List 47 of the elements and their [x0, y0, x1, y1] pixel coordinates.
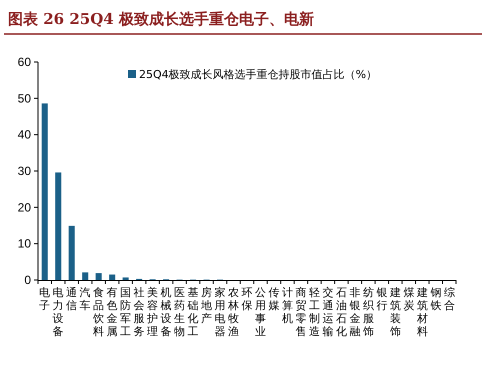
y-tick-label: 60 [18, 55, 32, 69]
x-tick-label: 国防军工 [120, 286, 132, 338]
y-tick-label: 40 [18, 128, 32, 142]
x-tick-label: 石油石化 [336, 286, 347, 338]
x-tick-label: 综合 [444, 286, 455, 312]
x-tick-label: 交通运输 [322, 286, 334, 338]
x-tick-label: 电力设备 [52, 286, 64, 338]
bar [109, 274, 116, 280]
x-tick-label: 汽车 [80, 286, 91, 312]
x-tick-label: 计算机 [282, 286, 293, 325]
x-tick-label: 建筑材料 [416, 286, 428, 338]
x-tick-label: 纺织服饰 [362, 286, 374, 338]
x-tick-label: 医药生物 [174, 286, 186, 338]
x-tick-label: 轻工制造 [308, 286, 320, 338]
x-tick-label: 美容护理 [146, 286, 158, 338]
x-tick-label: 电子 [39, 286, 50, 312]
y-tick-label: 30 [18, 164, 32, 178]
x-tick-label: 钢铁 [429, 286, 442, 312]
bar [82, 272, 88, 280]
x-tick-label: 非银金融 [348, 286, 360, 338]
x-tick-label: 食品饮料 [92, 286, 104, 338]
x-tick-label: 银行 [375, 286, 388, 312]
y-tick-label: 10 [18, 236, 32, 251]
x-tick-label: 房地产 [200, 286, 212, 325]
x-tick-label: 基础化工 [186, 286, 199, 338]
legend-label: 25Q4极致成长风格选手重仓持股市值占比（%） [139, 68, 378, 81]
x-tick-label: 机械设备 [160, 286, 172, 338]
y-tick-label: 20 [18, 200, 32, 214]
x-tick-label: 商贸零售 [295, 286, 306, 338]
bar [55, 172, 62, 280]
x-tick-label: 传媒 [268, 286, 280, 312]
x-tick-label: 通信 [66, 286, 78, 312]
x-tick-label: 建筑装饰 [388, 286, 401, 338]
bar [42, 103, 48, 280]
x-tick-label: 环保 [242, 286, 252, 312]
x-tick-label: 煤炭 [403, 286, 414, 312]
bar [68, 226, 75, 280]
y-tick-label: 50 [18, 91, 32, 106]
x-tick-label: 有色金属 [106, 286, 118, 338]
chart-title: 图表 26 25Q4 极致成长选手重仓电子、电新 [8, 10, 314, 28]
x-tick-label: 农林牧渔 [227, 286, 240, 338]
bar [96, 273, 102, 280]
x-tick-label: 公用事业 [254, 286, 266, 338]
bar [122, 277, 129, 280]
x-tick-label: 社会服务 [134, 286, 145, 338]
y-tick-label: 0 [24, 273, 32, 287]
x-tick-label: 家用电器 [214, 286, 226, 338]
